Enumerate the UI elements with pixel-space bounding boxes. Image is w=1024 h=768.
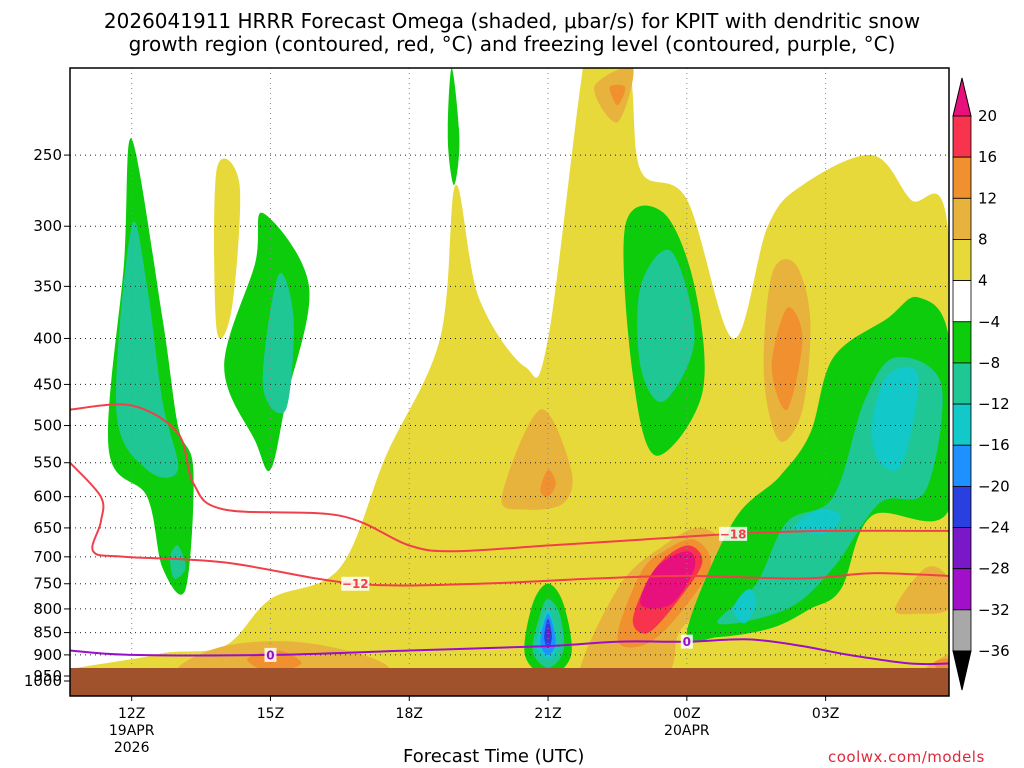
omega-region-16 bbox=[640, 551, 696, 609]
y-tick-label-6: 550 bbox=[33, 454, 62, 472]
y-tick-label-8: 650 bbox=[33, 519, 62, 537]
y-tick-label-3: 400 bbox=[33, 329, 62, 347]
contour-label-1: −12 bbox=[342, 577, 369, 591]
contour-2 bbox=[70, 638, 949, 666]
omega-region-6 bbox=[894, 566, 949, 615]
colorbar-band-9 bbox=[952, 485, 972, 528]
x-tick-label-4: 00Z bbox=[673, 706, 700, 722]
colorbar-band-1 bbox=[952, 156, 972, 199]
colorbar-band-5 bbox=[952, 321, 972, 364]
colorbar-label-4: 4 bbox=[978, 272, 988, 290]
colorbar-label-3: 8 bbox=[978, 230, 988, 248]
colorbar: 20 16 12 8 4 −4 −8 −12 −16 −20 −24 −28 −32 −36 bbox=[952, 77, 1010, 691]
omega-region-29 bbox=[733, 588, 757, 624]
colorbar-band-7 bbox=[952, 403, 972, 446]
colorbar-label-5: −4 bbox=[978, 313, 1000, 331]
y-tick-label-0: 250 bbox=[33, 146, 62, 164]
x-tick-year-0: 2026 bbox=[114, 740, 150, 756]
y-tick-label-15: 1000 bbox=[24, 672, 62, 690]
colorbar-band-3 bbox=[952, 239, 972, 282]
x-tick-sublabel-4: 20APR bbox=[664, 723, 710, 739]
colorbar-label-1: 16 bbox=[978, 148, 997, 166]
omega-region-14 bbox=[609, 84, 626, 106]
colorbar-label-8: −16 bbox=[978, 436, 1010, 454]
contour-lines: −18 −12 0 0 bbox=[70, 403, 949, 666]
y-tick-label-10: 750 bbox=[33, 575, 62, 593]
colorbar-label-9: −20 bbox=[978, 477, 1010, 495]
colorbar-label-13: −36 bbox=[978, 642, 1010, 660]
credit-link[interactable]: coolwx.com/models bbox=[828, 748, 985, 766]
x-tick-label-2: 18Z bbox=[396, 706, 423, 722]
y-tick-label-13: 900 bbox=[33, 646, 62, 664]
colorbar-band-2 bbox=[952, 197, 972, 240]
omega-region-25 bbox=[637, 249, 695, 403]
omega-region-11 bbox=[771, 307, 803, 411]
omega-region-19 bbox=[447, 68, 460, 186]
colorbar-label-6: −8 bbox=[978, 354, 1000, 372]
contour-label-bg-0 bbox=[719, 526, 748, 541]
contour-1 bbox=[70, 462, 949, 587]
y-tick-label-14: 950 bbox=[33, 667, 62, 685]
colorbar-band-6 bbox=[952, 362, 972, 405]
y-tick-label-9: 700 bbox=[33, 548, 62, 566]
y-tick-label-4: 450 bbox=[33, 375, 62, 393]
x-axis-title: Forecast Time (UTC) bbox=[403, 746, 585, 767]
contour-label-0: −18 bbox=[720, 527, 747, 541]
omega-region-27 bbox=[871, 366, 919, 471]
colorbar-band-11 bbox=[952, 568, 972, 611]
colorbar-band-0 bbox=[952, 115, 972, 158]
y-tick-label-11: 800 bbox=[33, 600, 62, 618]
colorbar-band-10 bbox=[952, 527, 972, 570]
omega-region-24 bbox=[170, 545, 186, 579]
y-tick-label-7: 600 bbox=[33, 488, 62, 506]
colorbar-band-8 bbox=[952, 444, 972, 487]
contour-label-bg-3 bbox=[680, 634, 693, 649]
contour-0 bbox=[70, 403, 949, 553]
omega-region-1 bbox=[214, 158, 241, 339]
contour-label-2: 0 bbox=[266, 648, 274, 662]
colorbar-label-12: −32 bbox=[978, 601, 1010, 619]
plot-frame bbox=[69, 67, 950, 697]
x-tick-sublabel-0: 19APR bbox=[109, 723, 155, 739]
chart-title-line2: growth region (contoured, red, °C) and f… bbox=[128, 32, 896, 56]
x-tick-label-5: 03Z bbox=[812, 706, 839, 722]
colorbar-label-2: 12 bbox=[978, 189, 997, 207]
colorbar-label-10: −24 bbox=[978, 519, 1010, 537]
below-ground-band bbox=[70, 668, 949, 696]
contour-label-bg-2 bbox=[264, 647, 277, 662]
y-axis: 250 300 350 400 450 500 550 600 650 700 750 800 850 9… bbox=[24, 146, 70, 690]
colorbar-band-12 bbox=[952, 609, 972, 652]
contour-label-3: 0 bbox=[683, 635, 691, 649]
y-tick-label-5: 500 bbox=[33, 417, 62, 435]
y-tick-label-12: 850 bbox=[33, 624, 62, 642]
colorbar-bottom-arrow bbox=[952, 650, 972, 691]
colorbar-top-arrow bbox=[952, 77, 972, 117]
omega-region-28 bbox=[794, 508, 842, 535]
chart-title-line1: 2026041911 HRRR Forecast Omega (shaded, … bbox=[103, 9, 921, 33]
colorbar-label-0: 20 bbox=[978, 107, 997, 125]
colorbar-label-7: −12 bbox=[978, 395, 1010, 413]
contour-label-bg-1 bbox=[341, 576, 370, 591]
x-tick-label-3: 21Z bbox=[534, 706, 561, 722]
colorbar-band-4 bbox=[952, 280, 972, 323]
x-tick-label-1: 15Z bbox=[257, 706, 284, 722]
x-tick-label-0: 12Z bbox=[118, 706, 145, 722]
y-tick-label-1: 300 bbox=[33, 217, 62, 235]
colorbar-label-11: −28 bbox=[978, 560, 1010, 578]
y-tick-label-2: 350 bbox=[33, 277, 62, 295]
